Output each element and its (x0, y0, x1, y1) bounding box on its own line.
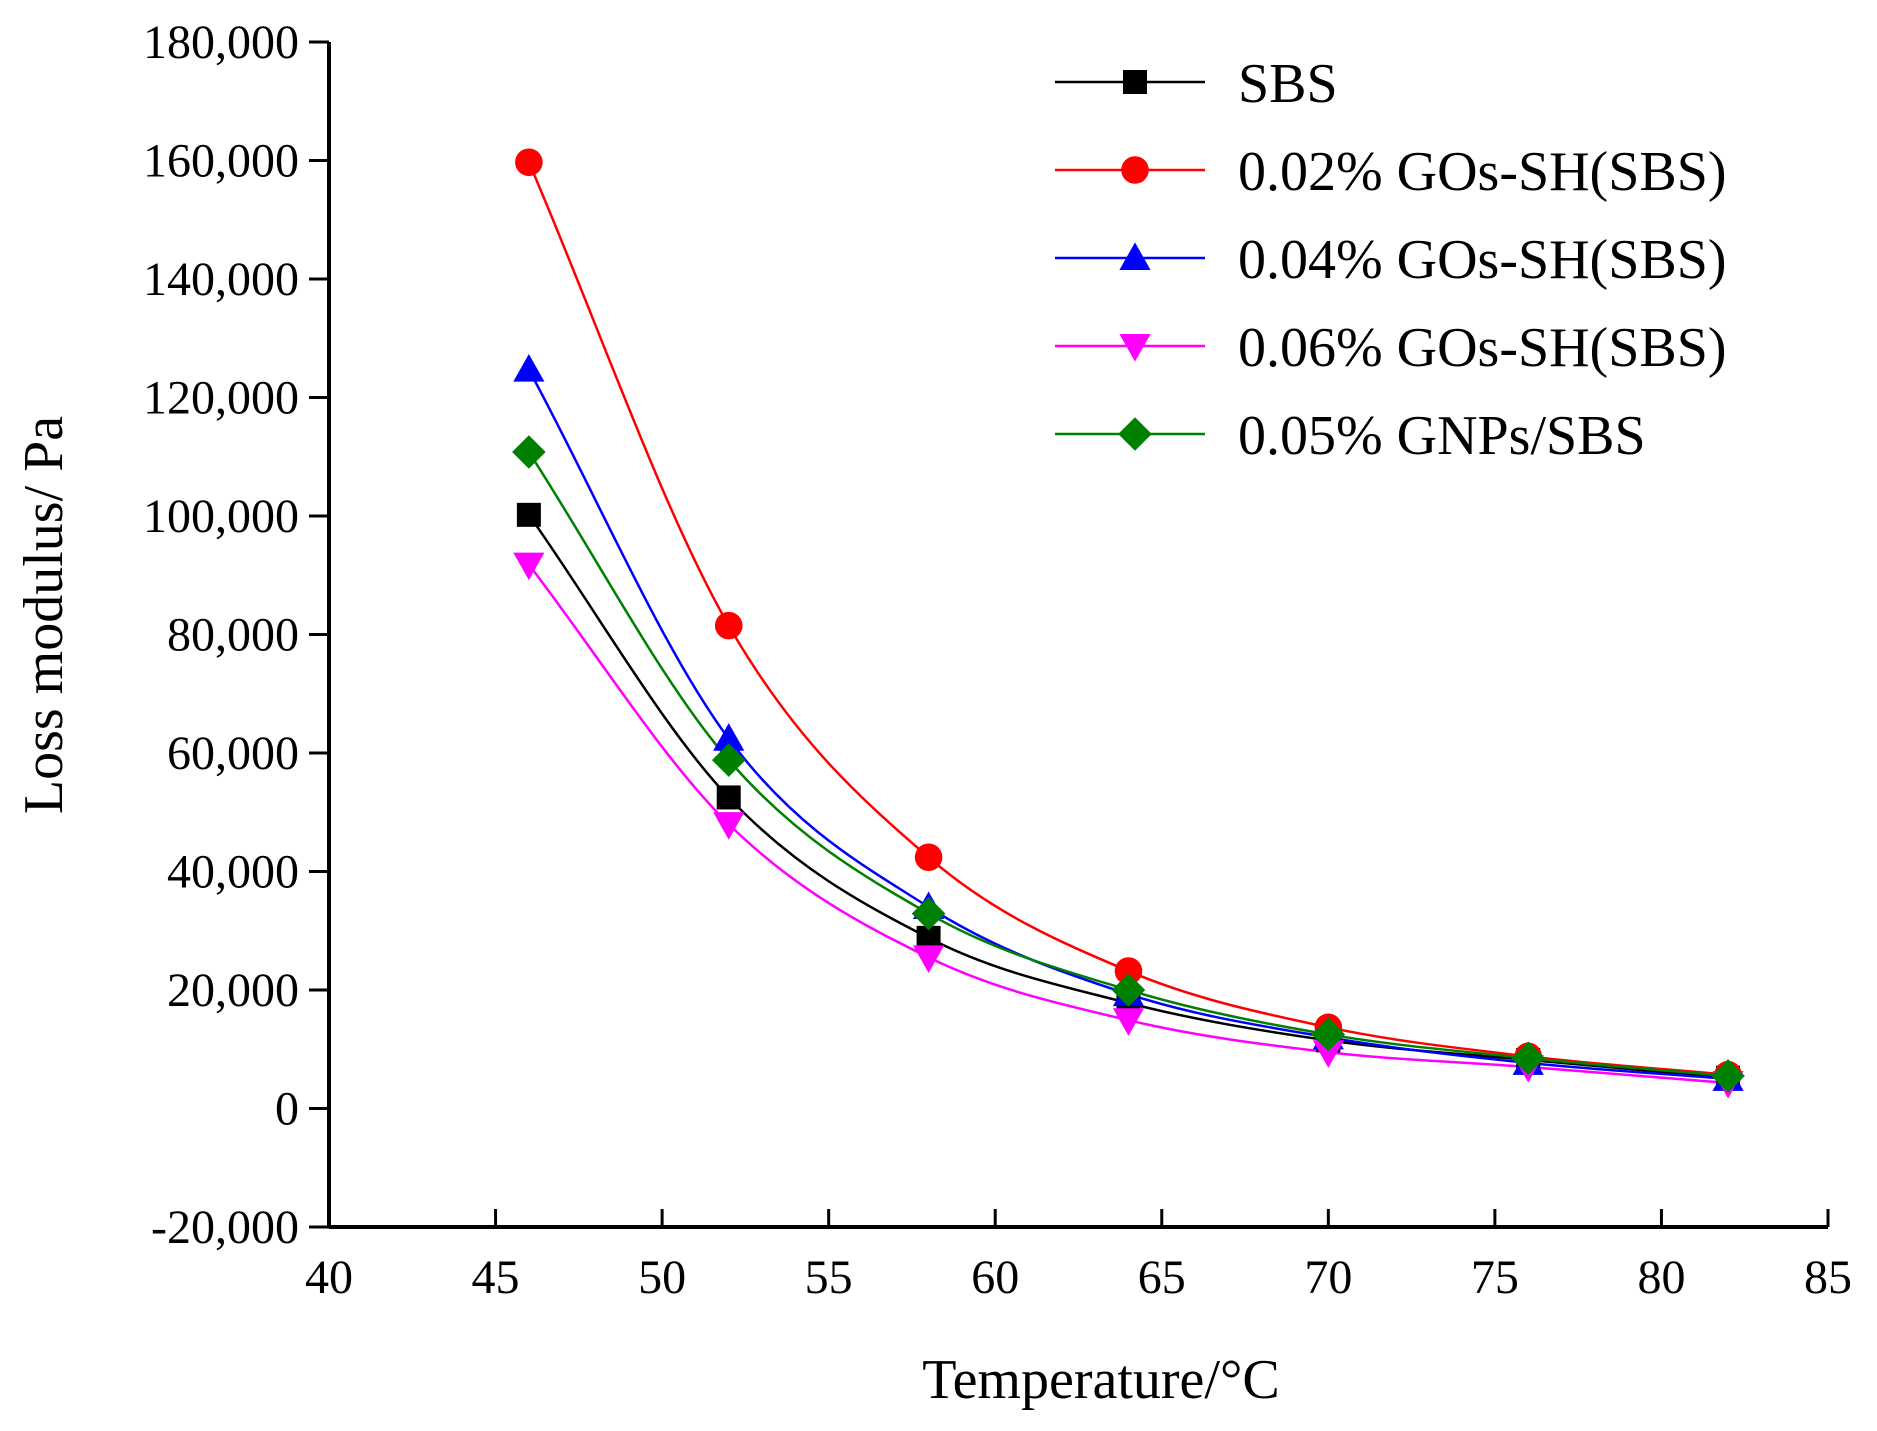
y-axis-title: Loss modulus/ Pa (13, 416, 75, 814)
data-point (1312, 1040, 1344, 1068)
data-point (713, 723, 745, 751)
data-point (1511, 1041, 1545, 1075)
data-point (513, 552, 545, 581)
data-point (914, 843, 943, 872)
legend-label: 0.05% GNPs/SBS (1238, 405, 1646, 467)
legend-label: 0.06% GOs-SH(SBS) (1238, 317, 1727, 379)
data-point (512, 435, 546, 469)
legend-label: SBS (1238, 53, 1338, 115)
legend: SBS 0.02% GOs-SH(SBS) 0.04% GOs-SH(SBS) 0.0… (1055, 53, 1727, 467)
legend-label: 0.04% GOs-SH(SBS) (1238, 229, 1727, 291)
x-tick-label: 70 (1304, 1251, 1352, 1304)
x-tick-label: 75 (1471, 1251, 1519, 1304)
y-tick-label: 60,000 (167, 727, 299, 780)
x-tick-label: 85 (1804, 1251, 1852, 1304)
x-tick-label: 50 (638, 1251, 686, 1304)
y-tick-label: 0 (275, 1083, 299, 1136)
y-tick-label: 100,000 (143, 490, 299, 543)
legend-marker (1119, 242, 1151, 270)
markers-layer (512, 148, 1745, 1099)
data-point (1111, 973, 1146, 1007)
legend-marker (1119, 334, 1151, 362)
y-tick-label: 120,000 (143, 372, 299, 425)
data-point (913, 945, 945, 974)
x-tick-label: 60 (971, 1251, 1019, 1304)
data-point (713, 812, 745, 840)
curves-layer (527, 161, 1729, 1085)
legend-marker (1123, 70, 1147, 94)
data-point (1112, 1008, 1145, 1036)
axes-layer: 40 45 50 55 60 65 70 75 80 85 -20,000 0 20,000 40,000… (143, 16, 1852, 1304)
y-tick-label: -20,000 (151, 1201, 299, 1254)
x-tick-label: 65 (1138, 1251, 1186, 1304)
data-point (515, 148, 543, 177)
data-point (513, 354, 545, 382)
y-tick-label: 20,000 (167, 964, 299, 1017)
y-tick-label: 40,000 (167, 846, 299, 899)
x-tick-label: 40 (305, 1251, 353, 1304)
y-tick-label: 140,000 (143, 253, 299, 306)
data-point (516, 502, 541, 527)
x-tick-label: 45 (472, 1251, 520, 1304)
data-point (716, 785, 741, 810)
legend-label: 0.02% GOs-SH(SBS) (1238, 141, 1727, 203)
data-point (1311, 1017, 1346, 1052)
x-tick-label: 55 (805, 1251, 853, 1304)
x-tick-label: 80 (1637, 1251, 1685, 1304)
data-point (711, 743, 746, 777)
data-point (1114, 957, 1143, 985)
data-point (714, 611, 743, 640)
series-line-2 (527, 161, 1729, 1076)
y-tick-label: 180,000 (143, 16, 299, 69)
legend-marker (1121, 156, 1149, 184)
y-tick-label: 80,000 (167, 609, 299, 662)
x-axis-title: Temperature/°C (922, 1349, 1279, 1411)
legend-marker (1118, 417, 1152, 451)
data-point (1711, 1059, 1745, 1093)
y-tick-label: 160,000 (143, 135, 299, 188)
data-point (911, 896, 946, 931)
